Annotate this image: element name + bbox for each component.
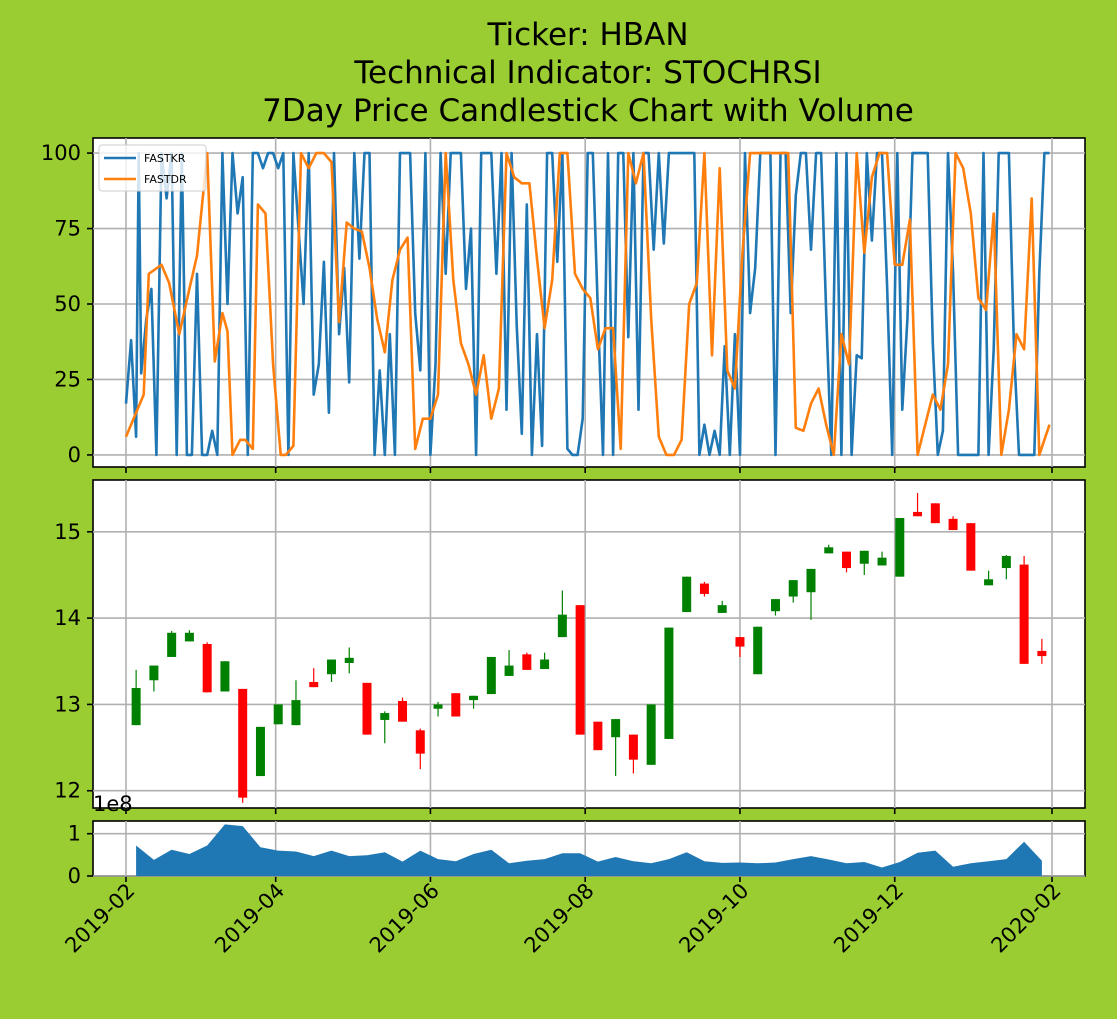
x-tick-label: 2019-12	[829, 879, 908, 958]
y-tick-label: 50	[54, 292, 81, 316]
candle-body	[131, 688, 141, 726]
candle-body	[309, 681, 319, 688]
candle-body	[504, 665, 514, 676]
price-candles	[131, 492, 1047, 803]
candle-body	[1019, 564, 1029, 664]
candle-body	[1001, 555, 1011, 569]
candle-body	[184, 632, 194, 642]
price-grid	[93, 480, 1085, 814]
candle-body	[522, 654, 532, 670]
volume-fill	[136, 824, 1042, 876]
volume-offset-label: 1e8	[93, 792, 133, 816]
title-line-1: Ticker: HBAN	[486, 17, 688, 53]
candle-body	[326, 659, 336, 675]
candle-body	[824, 547, 834, 554]
candle-body	[735, 637, 745, 647]
candle-body	[380, 713, 390, 720]
volume-y-axis: 01	[68, 822, 93, 888]
candle-body	[415, 730, 425, 754]
y-tick-label: 15	[54, 520, 81, 544]
x-tick-label: 2019-02	[60, 879, 139, 958]
candle-body	[291, 700, 301, 726]
candle-body	[362, 682, 372, 735]
candle-body	[220, 661, 230, 692]
y-tick-label: 0	[68, 443, 81, 467]
candle-body	[877, 557, 887, 566]
indicator-plot-area	[92, 137, 1086, 468]
candle-body	[717, 605, 727, 613]
candle-body	[628, 734, 638, 760]
volume-panel: 01 1e8	[68, 792, 1086, 888]
candle-body	[575, 605, 585, 735]
x-tick-label: 2020-02	[987, 879, 1066, 958]
y-tick-label: 1	[68, 822, 81, 846]
y-tick-label: 75	[54, 217, 81, 241]
x-tick-label: 2019-10	[674, 879, 753, 958]
candle-body	[788, 580, 798, 597]
y-tick-label: 25	[54, 367, 81, 391]
legend-fastdr-label: FASTDR	[144, 173, 187, 186]
candle-body	[255, 726, 265, 777]
candle-body	[948, 518, 958, 531]
chart-title: Ticker: HBAN Technical Indicator: STOCHR…	[262, 17, 914, 129]
candle-body	[202, 644, 212, 693]
volume-area	[136, 824, 1042, 876]
candle-body	[540, 659, 550, 670]
candle-body	[557, 614, 567, 638]
fastdr-line	[124, 151, 1051, 457]
candle-body	[593, 721, 603, 751]
x-axis: 2019-02 2019-04 2019-06 2019-08 2019-10 2019-…	[60, 879, 1065, 958]
candle-body	[433, 704, 443, 709]
candle-body	[451, 693, 461, 717]
legend-fastkr-label: FASTKR	[144, 152, 186, 165]
y-tick-label: 12	[54, 779, 81, 803]
candle-body	[859, 550, 869, 564]
y-tick-label: 0	[68, 864, 81, 888]
fastkr-line	[124, 151, 1050, 457]
candle-body	[753, 626, 763, 675]
candle-body	[682, 576, 692, 613]
title-line-2: Technical Indicator: STOCHRSI	[353, 55, 821, 91]
x-tick-label: 2019-08	[520, 879, 599, 958]
candle-body	[469, 695, 479, 701]
x-tick-label: 2019-04	[210, 879, 289, 958]
candle-body	[842, 551, 852, 569]
candle-body	[664, 627, 674, 739]
candle-body	[646, 704, 656, 765]
indicator-panel: 0 25 50 75 100 FASTKR FASTDR	[41, 137, 1086, 473]
candle-body	[167, 632, 177, 657]
candle-body	[611, 719, 621, 738]
candle-body	[895, 517, 905, 577]
price-y-axis: 12 13 14 15	[54, 520, 93, 803]
candle-body	[344, 657, 354, 663]
y-tick-label: 100	[41, 141, 81, 165]
x-tick-label: 2019-06	[365, 879, 444, 958]
legend[interactable]: FASTKR FASTDR	[98, 144, 207, 192]
candle-body	[1037, 650, 1047, 657]
indicator-lines	[124, 151, 1051, 457]
price-panel: 12 13 14 15	[54, 479, 1086, 814]
candle-body	[273, 704, 283, 725]
candle-body	[984, 579, 994, 586]
candle-body	[806, 568, 816, 593]
candle-body	[149, 665, 159, 681]
candle-body	[486, 656, 496, 695]
candle-body	[398, 700, 408, 722]
y-tick-label: 14	[54, 606, 81, 630]
candle-body	[913, 511, 923, 517]
indicator-y-axis: 0 25 50 75 100	[41, 141, 93, 467]
candle-body	[238, 688, 248, 798]
candle-body	[770, 599, 780, 612]
candle-body	[966, 523, 976, 571]
y-tick-label: 13	[54, 692, 81, 716]
candle-body	[930, 503, 940, 524]
candle-body	[699, 583, 709, 594]
title-line-3: 7Day Price Candlestick Chart with Volume	[262, 93, 914, 129]
